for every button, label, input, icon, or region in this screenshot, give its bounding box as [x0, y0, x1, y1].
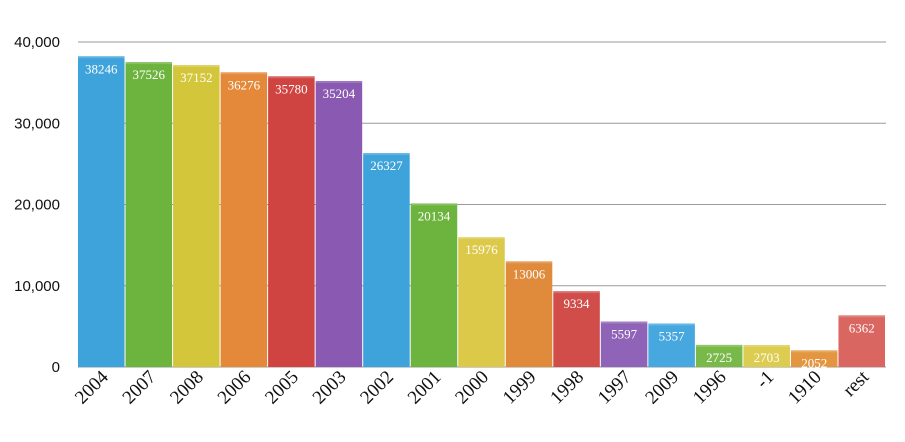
bar-highlight-14	[743, 345, 790, 348]
y-axis-ticks: 0 10,000 20,000 30,000 40,000	[14, 34, 60, 376]
bar-highlight-16	[838, 315, 885, 318]
data-label-15: 2052	[801, 355, 827, 370]
y-tick-label-1: 10,000	[14, 278, 60, 295]
bars	[78, 56, 885, 367]
data-label-13: 2725	[706, 350, 732, 365]
y-tick-label-3: 30,000	[14, 115, 60, 132]
bar-2001	[410, 203, 458, 367]
bar-2003	[315, 80, 363, 367]
bar-highlight-11	[600, 321, 648, 324]
bar-2000	[458, 237, 505, 367]
bar-highlight-9	[505, 261, 553, 264]
y-tick-label-0: 0	[52, 359, 60, 376]
bar-highlight-2	[173, 65, 220, 68]
data-label-5: 35204	[323, 86, 356, 101]
bar-1910	[790, 350, 838, 367]
data-label-4: 35780	[275, 81, 308, 96]
bar-1996	[695, 344, 743, 367]
data-label-0: 38246	[85, 61, 118, 76]
bar-highlight-3	[220, 72, 268, 75]
bar-highlight-4	[268, 76, 315, 79]
bar-2002	[363, 153, 410, 367]
x-tick-label-6: 2002	[356, 367, 398, 409]
data-label-6: 26327	[370, 158, 403, 173]
x-tick-label-14: -1	[752, 367, 778, 393]
bar-highlight-1	[125, 62, 173, 65]
bar-1999	[505, 261, 553, 367]
bar-highlight-7	[410, 203, 458, 206]
x-tick-label-10: 1998	[546, 367, 588, 409]
x-tick-label-1: 2007	[119, 367, 161, 409]
bar-2005	[268, 76, 315, 367]
x-tick-label-9: 1999	[499, 367, 541, 409]
x-tick-label-4: 2005	[261, 367, 303, 409]
data-label-12: 5357	[659, 328, 686, 343]
data-label-3: 36276	[228, 77, 261, 92]
x-axis-ticks: 2004 2007 2008 2006 2005 2003 2002 2001 2000 1999…	[71, 366, 874, 408]
bar-highlight-6	[363, 153, 410, 156]
bar-highlight-0	[78, 56, 125, 59]
x-tick-label-5: 2003	[309, 367, 351, 409]
data-label-10: 9334	[564, 296, 591, 311]
data-label-9: 13006	[513, 266, 546, 281]
bar-2004	[78, 56, 125, 367]
bar--1	[743, 345, 790, 367]
data-label-8: 15976	[465, 242, 498, 257]
bar-2009	[648, 323, 695, 367]
bar-2007	[125, 62, 173, 367]
bar-highlight-13	[695, 344, 743, 347]
x-tick-label-3: 2006	[214, 367, 256, 409]
bar-highlight-15	[790, 350, 838, 353]
data-label-11: 5597	[611, 327, 638, 342]
x-tick-label-16: rest	[839, 366, 874, 401]
bar-highlight-10	[553, 291, 600, 294]
x-tick-label-15: 1910	[784, 367, 826, 409]
data-label-16: 6362	[849, 320, 875, 335]
data-labels: 38246 37526 37152 36276 35780 35204 26327 20134…	[85, 61, 875, 370]
bar-2006	[220, 72, 268, 367]
y-tick-label-2: 20,000	[14, 197, 60, 214]
bar-highlight-8	[458, 237, 505, 240]
x-tick-label-11: 1997	[594, 367, 636, 409]
y-tick-label-4: 40,000	[14, 34, 60, 51]
x-tick-label-7: 2001	[404, 367, 446, 409]
x-tick-label-13: 1996	[689, 367, 731, 409]
x-tick-label-8: 2000	[451, 367, 493, 409]
data-label-1: 37526	[133, 67, 166, 82]
bar-1998	[553, 291, 600, 367]
x-tick-label-0: 2004	[71, 366, 113, 408]
data-label-7: 20134	[418, 208, 451, 223]
x-tick-label-2: 2008	[166, 367, 208, 409]
data-label-14: 2703	[754, 350, 780, 365]
bar-rest	[838, 315, 885, 367]
bar-1997	[600, 321, 648, 367]
bar-highlight-12	[648, 323, 695, 326]
bar-highlight-5	[315, 80, 363, 83]
data-label-2: 37152	[180, 70, 213, 85]
x-tick-label-12: 2009	[641, 367, 683, 409]
bar-2008	[173, 65, 220, 367]
